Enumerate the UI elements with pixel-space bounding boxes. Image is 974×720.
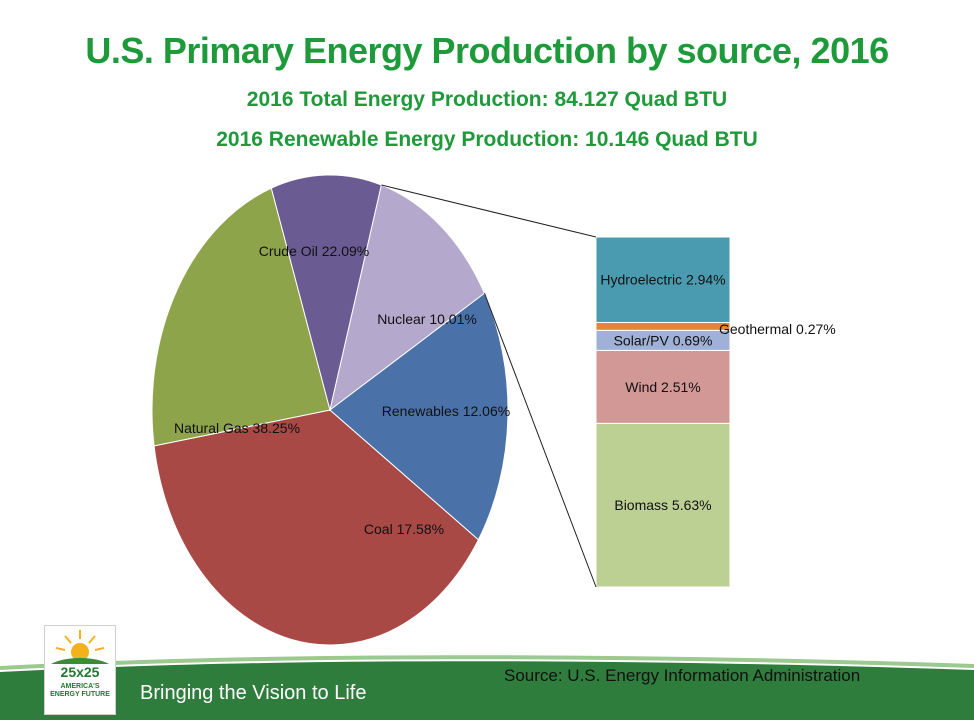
pie-label: Nuclear 10.01%: [377, 311, 477, 327]
breakdown-segment-hydroelectric: [595, 236, 731, 323]
pie-slice-nuclear: [270, 174, 382, 411]
breakdown-label: Wind 2.51%: [625, 379, 700, 395]
pie-slice-crude: [151, 187, 331, 447]
connector-line: [381, 184, 597, 238]
breakdown-segment-wind: [595, 349, 731, 424]
tagline: Bringing the Vision to Life: [140, 682, 367, 704]
footer-band: [0, 655, 974, 720]
breakdown-label: Hydroelectric 2.94%: [600, 272, 725, 288]
pie-slice-renewables: [329, 184, 486, 412]
pie-label: Coal 17.58%: [364, 521, 444, 537]
breakdown-label: Geothermal 0.27%: [719, 321, 836, 337]
chart-title: U.S. Primary Energy Production by source…: [85, 30, 889, 71]
breakdown-segment-geothermal: [595, 321, 731, 331]
pie-label: Crude Oil 22.09%: [259, 243, 370, 259]
breakdown-label: Biomass 5.63%: [614, 497, 711, 513]
logo-caption: AMERICA'S ENERGY FUTURE: [50, 683, 110, 698]
total-production-subtitle: 2016 Total Energy Production: 84.127 Qua…: [246, 88, 728, 111]
logo-25x25: 25x25 AMERICA'S ENERGY FUTURE: [44, 625, 116, 715]
breakdown-label: Solar/PV 0.69%: [614, 332, 713, 348]
source-note: Source: U.S. Energy Information Administ…: [504, 666, 861, 685]
pie-label: Natural Gas 38.25%: [174, 420, 300, 436]
breakdown-segment-biomass: [595, 422, 731, 588]
renewable-production-subtitle: 2016 Renewable Energy Production: 10.146…: [216, 128, 758, 151]
connector-line: [484, 293, 597, 588]
pie-label: Renewables 12.06%: [382, 403, 510, 419]
pie-slice-natural: [153, 409, 480, 646]
sun-icon: [51, 630, 109, 664]
logo-number: 25x25: [60, 664, 100, 680]
